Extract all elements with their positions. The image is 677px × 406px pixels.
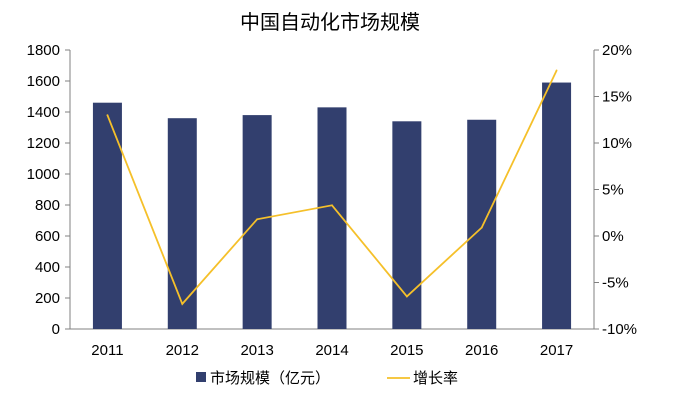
legend-label-bar: 市场规模（亿元） xyxy=(210,369,330,387)
growth-rate-point xyxy=(480,226,483,229)
growth-rate-point xyxy=(181,302,184,305)
legend: 市场规模（亿元） 增长率 xyxy=(196,369,458,387)
x-axis-tick-label: 2013 xyxy=(240,342,273,359)
right-axis-tick-label: 0% xyxy=(602,228,624,245)
bar xyxy=(542,82,572,329)
left-axis-tick-label: 1600 xyxy=(27,73,60,90)
growth-rate-point xyxy=(256,218,259,221)
bar xyxy=(467,119,497,329)
right-axis-tick-label: 5% xyxy=(602,182,624,199)
x-axis-tick-label: 2016 xyxy=(465,342,498,359)
legend-label-line: 增长率 xyxy=(413,369,458,387)
growth-rate-point xyxy=(106,114,109,116)
left-axis-tick-label: 1800 xyxy=(27,42,60,59)
x-axis-tick-label: 2015 xyxy=(390,342,423,359)
bar xyxy=(92,102,122,329)
right-axis-tick-label: 10% xyxy=(602,135,632,152)
left-axis-tick-label: 800 xyxy=(35,197,60,214)
legend-swatch-bar xyxy=(196,372,206,382)
bar xyxy=(242,115,272,329)
left-axis-tick-label: 600 xyxy=(35,228,60,245)
left-axis-tick-label: 400 xyxy=(35,259,60,276)
x-axis-tick-label: 2017 xyxy=(540,342,573,359)
left-axis-tick-label: 1200 xyxy=(27,135,60,152)
right-axis-tick-label: -10% xyxy=(602,321,637,338)
x-axis-tick-label: 2014 xyxy=(315,342,348,359)
left-axis-tick-label: 1400 xyxy=(27,104,60,121)
right-axis-tick-label: 15% xyxy=(602,89,632,106)
bar xyxy=(167,118,197,329)
bar xyxy=(392,121,422,329)
left-axis-tick-label: 0 xyxy=(52,321,60,338)
chart-title: 中国自动化市场规模 xyxy=(240,10,420,34)
left-axis-tick-label: 200 xyxy=(35,290,60,307)
right-axis-tick-label: 20% xyxy=(602,42,632,59)
growth-rate-point xyxy=(405,295,408,298)
x-axis-tick-label: 2012 xyxy=(166,342,199,359)
left-axis-tick-label: 1000 xyxy=(27,166,60,183)
plot-area: 0 200 400 600 800 1000 1200 1400 1600 1800 -10% -5%… xyxy=(27,42,637,359)
growth-rate-point xyxy=(555,69,558,72)
x-axis-tick-label: 2011 xyxy=(91,342,123,359)
growth-rate-point xyxy=(331,204,333,207)
right-axis-tick-label: -5% xyxy=(602,275,629,292)
